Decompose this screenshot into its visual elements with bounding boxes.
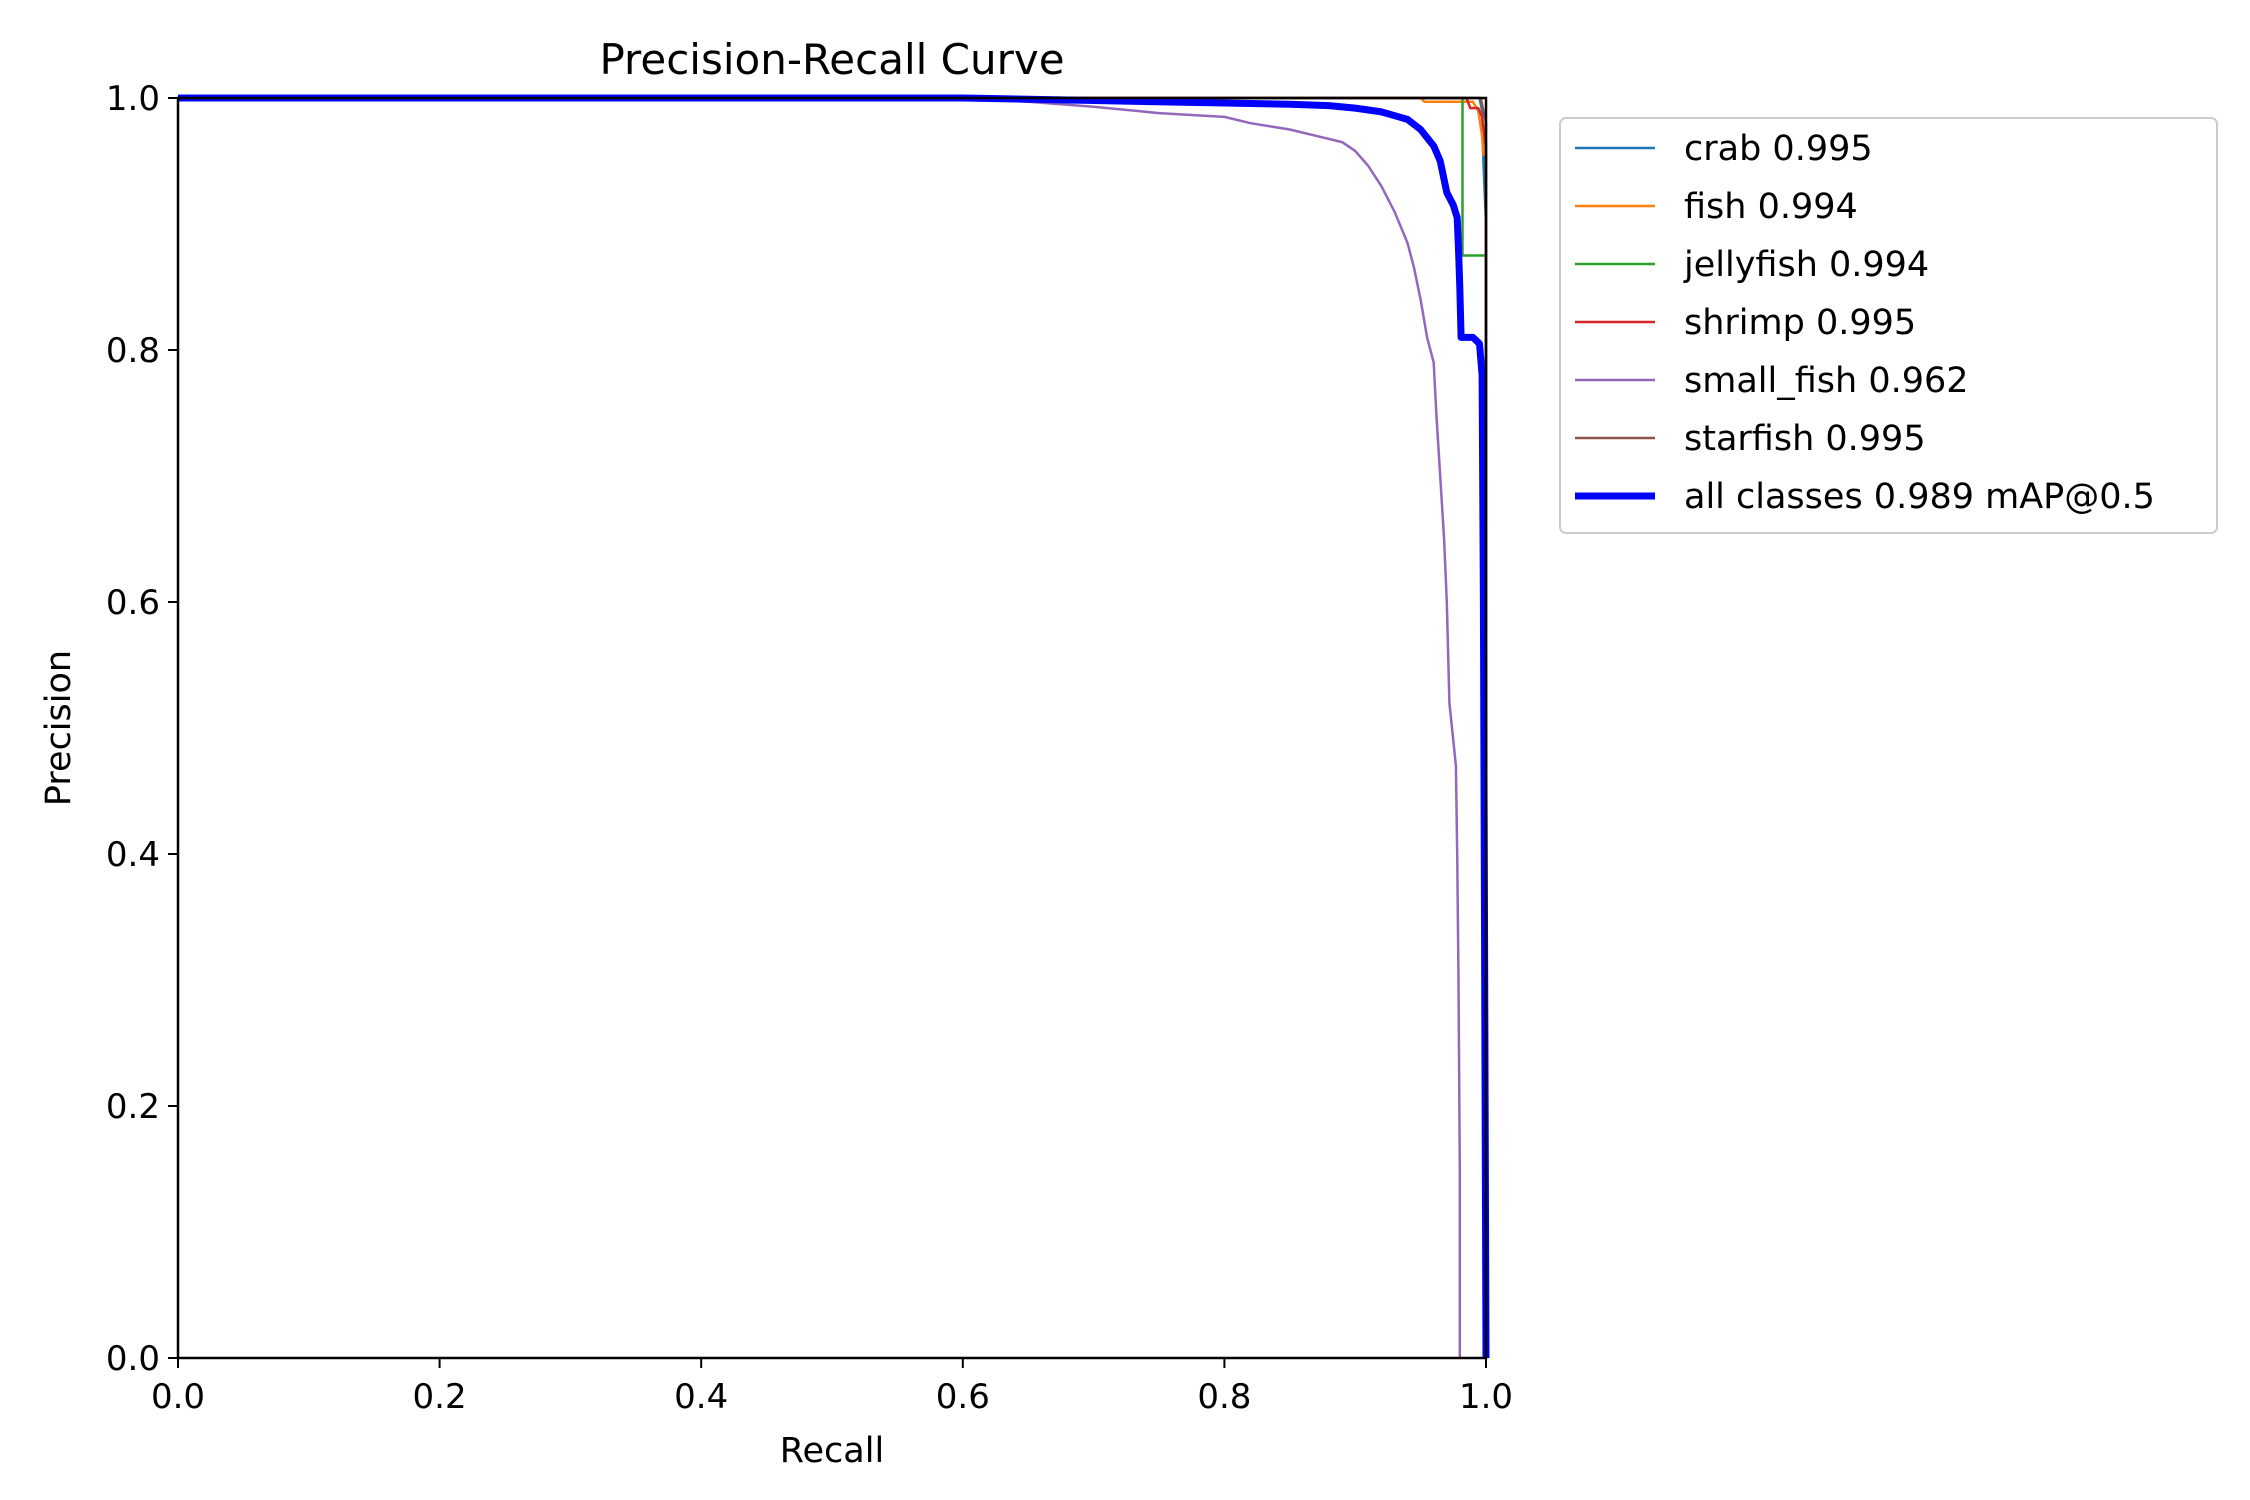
series-layer bbox=[178, 94, 1490, 1359]
legend-label: shrimp 0.995 bbox=[1684, 303, 1916, 343]
legend-box bbox=[1559, 117, 2218, 534]
series-line-1 bbox=[178, 96, 1488, 1358]
legend-label: all classes 0.989 mAP@0.5 bbox=[1684, 477, 2155, 517]
y-axis: 0.0 0.2 0.4 0.6 0.8 1.0 bbox=[106, 79, 178, 1379]
y-axis-label: Precision bbox=[39, 650, 79, 806]
series-line-3 bbox=[178, 96, 1488, 1358]
x-tick-label: 0.8 bbox=[1197, 1377, 1251, 1417]
x-tick-label: 0.2 bbox=[413, 1377, 467, 1417]
x-axis: 0.0 0.2 0.4 0.6 0.8 1.0 bbox=[151, 1358, 1513, 1417]
legend-label: starfish 0.995 bbox=[1684, 419, 1926, 459]
series-line-0 bbox=[178, 96, 1488, 1358]
series-line-5 bbox=[178, 96, 1488, 1358]
x-tick-label: 0.0 bbox=[151, 1377, 205, 1417]
y-tick-label: 1.0 bbox=[106, 79, 160, 119]
y-tick-label: 0.8 bbox=[106, 331, 160, 371]
y-tick-label: 0.0 bbox=[106, 1339, 160, 1379]
x-axis-label: Recall bbox=[780, 1431, 884, 1471]
legend: crab 0.995 fish 0.994 jellyfish 0.994 shrim… bbox=[1559, 117, 2218, 534]
series-line-4 bbox=[178, 96, 1462, 1358]
x-tick-label: 1.0 bbox=[1459, 1377, 1513, 1417]
y-tick-label: 0.2 bbox=[106, 1087, 160, 1127]
y-tick-label: 0.4 bbox=[106, 835, 160, 875]
plot-frame bbox=[176, 96, 1488, 1360]
x-tick-label: 0.6 bbox=[936, 1377, 990, 1417]
chart-title: Precision-Recall Curve bbox=[599, 35, 1064, 84]
x-tick-label: 0.4 bbox=[674, 1377, 728, 1417]
legend-label: crab 0.995 bbox=[1684, 129, 1873, 169]
legend-label: small_fish 0.962 bbox=[1684, 361, 1969, 401]
legend-label: fish 0.994 bbox=[1684, 187, 1858, 227]
legend-label: jellyfish 0.994 bbox=[1683, 245, 1929, 285]
series-line-2 bbox=[178, 96, 1488, 1358]
y-tick-label: 0.6 bbox=[106, 583, 160, 623]
series-line-6 bbox=[178, 94, 1490, 1359]
